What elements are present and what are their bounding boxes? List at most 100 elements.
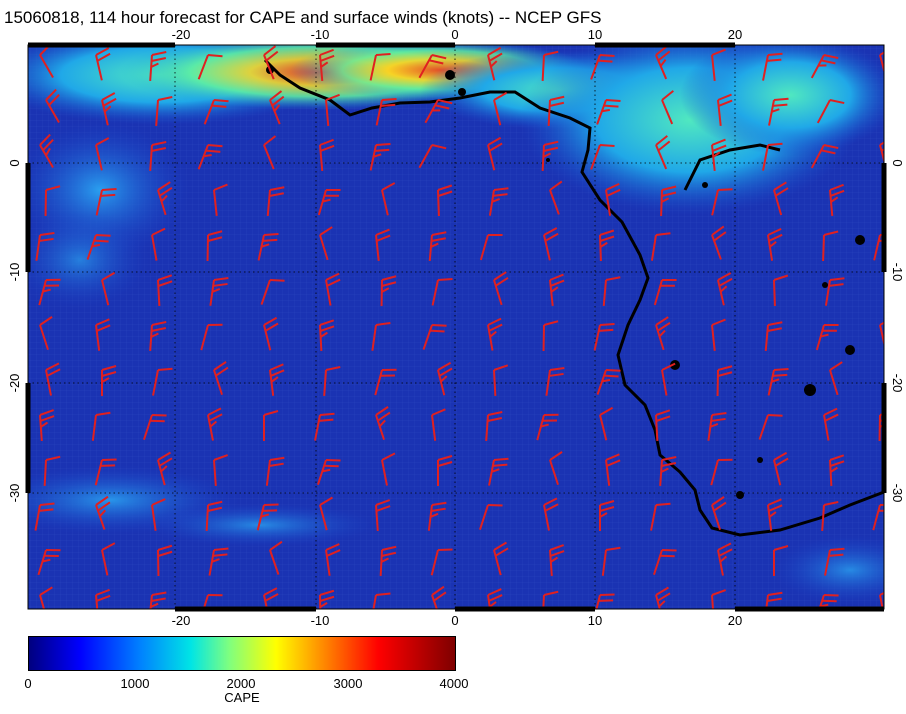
- wind-barb: [149, 321, 167, 352]
- wind-barb: [323, 366, 341, 397]
- wind-barb: [39, 316, 53, 351]
- wind-barb: [266, 186, 285, 216]
- wind-barb: [45, 88, 60, 124]
- wind-barb: [717, 542, 733, 576]
- wind-barb: [711, 589, 727, 609]
- wind-barb: [205, 500, 223, 532]
- graticule: [28, 45, 884, 609]
- wind-barb: [549, 451, 563, 486]
- wind-barb: [325, 93, 340, 126]
- wind-barb: [319, 589, 335, 609]
- wind-barb: [660, 185, 677, 217]
- wind-barb: [374, 368, 397, 396]
- wind-barb: [599, 500, 615, 531]
- wind-barb: [319, 319, 335, 352]
- wind-barb: [487, 136, 503, 171]
- lon-tick-label: 10: [588, 27, 602, 42]
- wind-barb: [493, 364, 509, 397]
- wind-barb: [45, 362, 61, 396]
- wind-barb: [43, 455, 61, 487]
- wind-barb: [829, 361, 843, 396]
- wind-barb: [91, 411, 111, 441]
- lat-tick-label: -20: [890, 374, 905, 393]
- lat-tick-label: -30: [7, 484, 22, 503]
- wind-barb: [879, 587, 884, 609]
- wind-barb: [319, 138, 335, 171]
- wind-barb: [590, 144, 615, 170]
- colorbar-tick-label: 0: [24, 676, 32, 691]
- lat-tick-label: 0: [7, 159, 22, 166]
- wind-barb: [879, 46, 884, 81]
- wind-barb: [493, 91, 508, 126]
- wind-barb: [650, 502, 671, 531]
- lon-tick-label: 0: [451, 27, 458, 42]
- wind-barb: [325, 543, 341, 576]
- wind-barb: [711, 225, 727, 260]
- wind-barb: [256, 503, 279, 531]
- wind-barb: [430, 548, 453, 576]
- wind-barb: [707, 411, 727, 441]
- wind-barb: [265, 456, 285, 486]
- wind-barb: [431, 278, 453, 306]
- wind-barb: [213, 183, 228, 216]
- wind-barb: [487, 317, 503, 351]
- wind-barb: [381, 452, 396, 486]
- lon-tick-label: 10: [588, 613, 602, 628]
- wind-barb: [479, 234, 503, 261]
- lon-tick-label: 0: [451, 613, 458, 628]
- wind-barb: [151, 227, 166, 261]
- wind-barb: [424, 99, 453, 124]
- wind-barb: [257, 233, 279, 261]
- wind-barb: [541, 140, 559, 172]
- wind-barb: [37, 549, 61, 576]
- wind-barb: [716, 365, 733, 397]
- lat-tick-label: 0: [890, 159, 905, 166]
- wind-barb: [711, 496, 727, 531]
- wind-barb: [605, 453, 621, 486]
- wind-barb: [602, 276, 621, 306]
- wind-barb: [593, 323, 615, 351]
- wind-barb: [157, 544, 173, 577]
- wind-barb: [203, 99, 229, 125]
- wind-barb: [655, 316, 671, 351]
- wind-barb: [35, 231, 55, 261]
- lat-tick-label: -10: [890, 263, 905, 282]
- wind-barb: [319, 496, 334, 531]
- wind-barb: [711, 318, 726, 351]
- wind-barb: [269, 90, 285, 125]
- map-title: 15060818, 114 hour forecast for CAPE and…: [4, 8, 602, 27]
- wind-barb: [143, 414, 167, 441]
- wind-barb: [34, 502, 55, 531]
- wind-barb: [542, 320, 559, 352]
- wind-barb: [659, 456, 677, 487]
- wind-barb: [431, 408, 446, 441]
- wind-barb: [541, 50, 559, 82]
- wind-barb: [39, 586, 53, 609]
- wind-barb: [655, 586, 671, 609]
- wind-barb: [314, 412, 335, 441]
- wind-barb: [263, 45, 279, 80]
- wind-barb: [879, 317, 884, 351]
- wind-barb: [325, 272, 341, 306]
- wind-barb: [157, 274, 173, 307]
- wind-barb: [816, 99, 845, 124]
- wind-barb: [810, 144, 839, 169]
- wind-barb: [822, 230, 839, 262]
- wind-barb: [815, 324, 839, 351]
- wind-barb: [767, 368, 789, 396]
- wind-barb: [319, 226, 333, 261]
- wind-barb: [369, 143, 391, 171]
- wind-barb: [207, 407, 223, 441]
- wind-barb: [824, 547, 845, 576]
- wind-barb: [493, 541, 509, 576]
- lat-tick-label: -30: [890, 484, 905, 503]
- coastline: [263, 58, 884, 537]
- wind-barb: [599, 229, 615, 262]
- wind-barb: [655, 45, 671, 80]
- wind-barb: [95, 47, 111, 81]
- wind-barb: [379, 545, 397, 577]
- wind-barb: [487, 46, 503, 81]
- wind-barb: [213, 454, 229, 487]
- wind-barb: [151, 498, 166, 531]
- wind-barb: [95, 137, 110, 171]
